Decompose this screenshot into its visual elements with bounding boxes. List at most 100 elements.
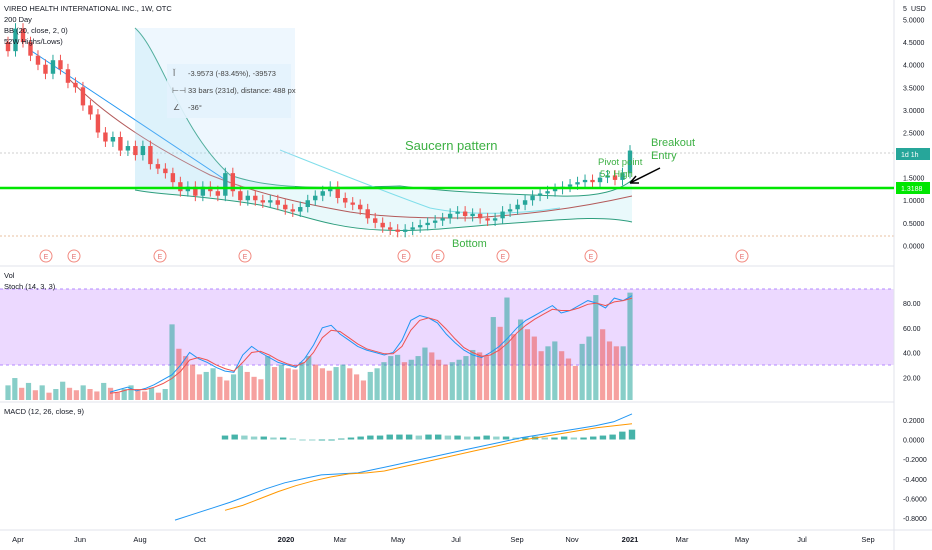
candle-body: [65, 69, 71, 83]
volume-bar: [230, 374, 237, 400]
measure-icon-3: ∠: [173, 103, 180, 112]
candle-body: [283, 204, 288, 210]
volume-bar: [292, 369, 298, 400]
volume-bar: [381, 362, 387, 400]
volume-bar: [319, 368, 326, 400]
volume-bar: [545, 346, 551, 400]
volume-bar: [73, 390, 79, 400]
volume-bar: [46, 392, 52, 400]
candle-body: [253, 195, 258, 201]
volume-bar: [627, 292, 633, 400]
macd-histogram-bar: [279, 437, 287, 440]
time-axis[interactable]: Apr Jun Aug Oct 2020 Mar May Jul Sep Nov 2021 Mar Ma…: [12, 535, 875, 544]
time-tick-label: Mar: [676, 535, 689, 544]
saucer-annotation: Saucern pattern: [405, 138, 498, 153]
timeframe-badge[interactable]: [896, 148, 930, 160]
volume-bar: [107, 387, 114, 400]
macd-tick-label: -0.2000: [903, 457, 927, 464]
volume-bar: [422, 347, 428, 400]
vol-label[interactable]: Vol: [4, 271, 15, 280]
candle-body: [500, 211, 505, 219]
macd-histogram-bar: [347, 437, 355, 440]
candle-body: [298, 207, 303, 212]
earnings-marker-icon[interactable]: [584, 249, 598, 263]
macd-series: 0.2000 0.0000 -0.2000 -0.4000 -0.6000 -0.8000: [174, 413, 927, 523]
candle-body: [200, 186, 206, 196]
volume-bar: [606, 341, 613, 400]
macd-histogram-bar: [318, 439, 326, 441]
volume-bar: [497, 326, 503, 400]
indicator-200day[interactable]: 200 Day: [4, 15, 32, 24]
macd-histogram-bar: [444, 435, 452, 440]
candlestick-series: [5, 23, 633, 238]
price-tick-label: 5.0000: [903, 18, 925, 25]
earnings-marker-icon[interactable]: [39, 249, 53, 263]
macd-tick-label: 0.2000: [903, 418, 925, 425]
candle-body: [455, 211, 460, 214]
macd-histogram-bar: [386, 434, 393, 440]
earnings-marker-icon[interactable]: [67, 249, 81, 263]
chart-title: VIREO HEALTH INTERNATIONAL INC., 1W, OTC: [4, 4, 172, 13]
currency-label[interactable]: USD: [911, 6, 926, 13]
volume-bar: [579, 343, 585, 400]
macd-tick-label: -0.4000: [903, 477, 927, 484]
macd-label[interactable]: MACD (12, 26, close, 9): [4, 407, 85, 416]
macd-histogram-bar: [590, 436, 597, 440]
candle-body: [5, 42, 11, 52]
time-tick-label: Jul: [797, 535, 807, 544]
candle-body: [447, 213, 453, 219]
level-badge[interactable]: [896, 182, 930, 194]
candle-body: [260, 200, 265, 203]
earnings-marker-icon[interactable]: [397, 249, 411, 263]
volume-bar: [483, 356, 490, 400]
volume-bar: [148, 387, 155, 400]
candle-body: [387, 227, 393, 230]
volume-bar: [504, 297, 510, 400]
earnings-marker-icon[interactable]: [735, 249, 749, 263]
candle-body: [28, 42, 33, 56]
volume-bar: [299, 362, 305, 400]
indicator-52w[interactable]: 52W Highs/Lows): [4, 37, 63, 46]
candle-body: [627, 150, 633, 174]
volume-bar: [80, 385, 86, 400]
macd-tick-label: -0.8000: [903, 516, 927, 523]
candle-body: [522, 200, 528, 205]
indicator-bb[interactable]: BB (20, close, 2, 0): [4, 26, 68, 35]
volume-bar: [121, 389, 127, 400]
macd-histogram-bar: [609, 434, 616, 440]
stoch-label[interactable]: Stoch (14, 3, 3): [4, 282, 56, 291]
earnings-marker-icon[interactable]: [431, 249, 445, 263]
candle-body: [477, 213, 483, 219]
earnings-marker-icon[interactable]: [238, 249, 252, 263]
stoch-d-line: [109, 297, 633, 394]
macd-histogram-bar: [367, 435, 374, 440]
stochastic-series: 80.00 60.00 40.00 20.00: [109, 295, 921, 394]
bottom-annotation: Bottom: [452, 238, 487, 250]
macd-histogram-bar: [415, 435, 423, 440]
macd-histogram-bar: [221, 435, 229, 440]
macd-histogram-bar: [570, 437, 578, 440]
earnings-marker-icon[interactable]: [496, 249, 510, 263]
candle-body: [230, 173, 236, 192]
candle-body: [170, 173, 176, 183]
time-tick-label: Jun: [74, 535, 86, 544]
price-tick-label: 3.0000: [903, 108, 925, 115]
candle-body: [395, 229, 400, 232]
candle-body: [507, 209, 513, 212]
macd-histogram-bar: [376, 435, 384, 440]
bollinger-basis: [279, 149, 561, 214]
time-tick-label: Nov: [565, 535, 579, 544]
candle-body: [410, 227, 415, 230]
candle-body: [373, 218, 378, 223]
candle-body: [470, 213, 475, 217]
measure-icon-1: Ĭ: [172, 69, 176, 78]
candle-body: [238, 191, 243, 201]
candle-body: [552, 188, 558, 192]
volume-bar: [415, 356, 421, 400]
price-axis[interactable]: 5.00004.50004.00003.50003.00002.50002.00…: [903, 18, 925, 251]
earnings-marker-icon[interactable]: [153, 249, 167, 263]
earnings-marker-label: E: [436, 254, 441, 261]
bollinger-lower: [134, 189, 633, 232]
